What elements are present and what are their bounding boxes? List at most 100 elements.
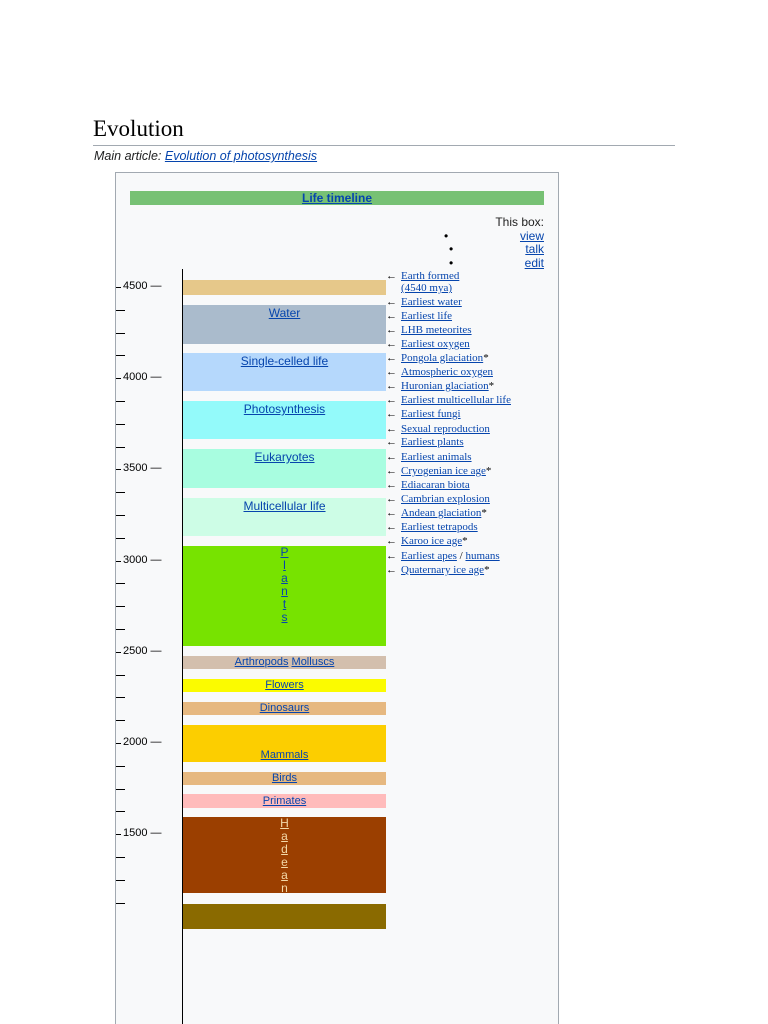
axis-tick [116, 492, 125, 493]
axis-tick [116, 697, 125, 698]
event-link[interactable]: Ediacaran biota [401, 479, 470, 491]
dinosaurs-bar: Dinosaurs [183, 702, 386, 715]
axis-tick [116, 720, 125, 721]
axis-tick [116, 675, 125, 676]
event-link[interactable]: Cryogenian ice age [401, 465, 486, 477]
axis-tick-label: 2500 — [123, 645, 162, 657]
axis-tick [116, 538, 125, 539]
event-link[interactable]: Sexual reproduction [401, 423, 490, 435]
event-link[interactable]: Quaternary ice age [401, 564, 485, 576]
axis-tick [116, 857, 125, 858]
event-link[interactable]: Earliest oxygen [401, 338, 470, 350]
axis-tick-label: 4500 — [123, 280, 162, 292]
event-link[interactable]: Huronian glaciation [401, 380, 489, 392]
primates-link[interactable]: Primates [262, 795, 307, 807]
event-earliest-tetrapods: ← Earliest tetrapods [386, 521, 478, 533]
slash-separator: / [459, 550, 463, 562]
event-link[interactable]: Cambrian explosion [401, 493, 490, 505]
event-link[interactable]: LHB meteorites [401, 324, 472, 336]
axis-tick-label: 4000 — [123, 371, 162, 383]
main-article-link[interactable]: Evolution of photosynthesis [164, 149, 318, 163]
event-cambrian-explosion: ← Cambrian explosion [386, 493, 490, 505]
flowers-bar: Flowers [183, 679, 386, 692]
event-link[interactable]: Earth formed [401, 270, 460, 282]
navbox-edit-link[interactable]: edit [444, 256, 544, 271]
flowers-link[interactable]: Flowers [265, 679, 304, 691]
event-link[interactable]: Earliest animals [401, 451, 472, 463]
event-earliest-fungi: ← Earliest fungi [386, 408, 461, 420]
timeline-title-bar: Life timeline [130, 191, 544, 205]
arrow-icon: ← [386, 493, 397, 505]
plants-letter: l [283, 558, 286, 572]
glaciation-asterisk: * [462, 535, 468, 547]
axis-tick [116, 834, 121, 835]
navbox-view-link[interactable]: view [444, 229, 544, 244]
eukaryotes-bar: Eukaryotes [183, 449, 386, 488]
arrow-icon: ← [386, 352, 397, 364]
single-celled-life-link[interactable]: Single-celled life [240, 354, 329, 368]
arrow-icon: ← [386, 564, 397, 576]
axis-tick [116, 652, 121, 653]
timeline-title-link[interactable]: Life timeline [301, 191, 372, 205]
plants-letter: s [281, 610, 288, 624]
event-link[interactable]: Earliest multicellular life [401, 394, 511, 406]
event-link[interactable]: Atmospheric oxygen [401, 366, 493, 378]
event-lhb-meteorites: ← LHB meteorites [386, 324, 472, 336]
arrow-icon: ← [386, 550, 397, 562]
event-cryogenian-ice-age: ← Cryogenian ice age* [386, 465, 491, 477]
event-earth-formed: ← Earth formed [386, 270, 459, 282]
event-link[interactable]: Earliest life [401, 310, 453, 322]
event-link[interactable]: Andean glaciation [401, 507, 482, 519]
eukaryotes-link[interactable]: Eukaryotes [254, 450, 315, 464]
molluscs-link[interactable]: Molluscs [291, 656, 335, 668]
arrow-icon: ← [386, 507, 397, 519]
event-link[interactable]: Earliest apes [401, 550, 457, 562]
mammals-link[interactable]: Mammals [260, 749, 309, 761]
event-link[interactable]: Earliest plants [401, 436, 464, 448]
axis-tick [116, 811, 125, 812]
hadean-letter: n [281, 881, 288, 894]
event-quaternary-ice-age: ← Quaternary ice age* [386, 564, 490, 576]
timeline-axis [182, 269, 183, 1024]
event-earliest-apes-humans: ← Earliest apes / humans [386, 550, 500, 562]
navbox-talk-link[interactable]: talk [444, 242, 544, 257]
event-link[interactable]: Karoo ice age [401, 535, 463, 547]
event-link[interactable]: (4540 mya) [401, 282, 453, 294]
primates-bar: Primates [183, 794, 386, 808]
arrow-icon: ← [386, 423, 397, 435]
axis-tick [116, 561, 121, 562]
event-link[interactable]: humans [465, 550, 500, 562]
plants-link[interactable]: P l a n t s [279, 546, 291, 624]
arthropods-molluscs-bar: Arthropods Molluscs [183, 656, 386, 669]
axis-tick [116, 401, 125, 402]
dinosaurs-link[interactable]: Dinosaurs [259, 702, 310, 714]
event-link[interactable]: Earliest fungi [401, 408, 461, 420]
event-earth-formed-date: (4540 mya) [386, 282, 452, 294]
axis-tick [116, 766, 125, 767]
axis-tick [116, 606, 125, 607]
plants-letter: a [281, 571, 288, 585]
axis-tick [116, 310, 125, 311]
water-link[interactable]: Water [268, 306, 301, 320]
axis-tick [116, 469, 121, 470]
hatnote-prefix: Main article: [94, 149, 162, 163]
multicellular-life-link[interactable]: Multicellular life [243, 499, 326, 513]
arrow-icon: ← [386, 338, 397, 350]
arrow-icon: ← [386, 436, 397, 448]
event-link[interactable]: Earliest tetrapods [401, 521, 478, 533]
hadean-letter: H [280, 817, 289, 830]
arthropods-link[interactable]: Arthropods [234, 656, 289, 668]
navbox-links: This box: view talk edit [444, 215, 544, 271]
arrow-icon: ← [386, 479, 397, 491]
event-link[interactable]: Earliest water [401, 296, 462, 308]
hadean-letter: a [281, 829, 288, 843]
life-timeline-box: Life timeline This box: view talk edit 4… [115, 172, 559, 1024]
axis-tick [116, 583, 125, 584]
event-link[interactable]: Pongola glaciation [401, 352, 484, 364]
hadean-link[interactable]: H a d e a n [279, 817, 291, 893]
photosynthesis-link[interactable]: Photosynthesis [243, 402, 326, 416]
axis-tick [116, 447, 125, 448]
event-earliest-life: ← Earliest life [386, 310, 452, 322]
arrow-icon: ← [386, 394, 397, 406]
birds-link[interactable]: Birds [271, 772, 298, 784]
